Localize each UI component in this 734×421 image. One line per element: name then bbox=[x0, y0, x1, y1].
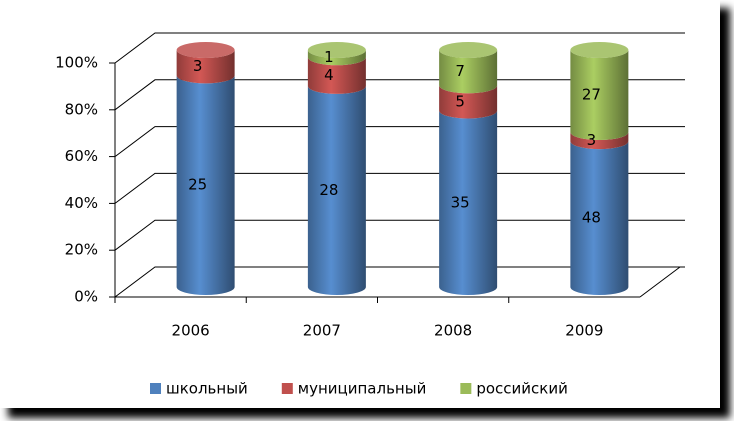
grid-line bbox=[114, 172, 685, 204]
cylinder-segment bbox=[439, 50, 498, 94]
grid-line bbox=[114, 32, 685, 64]
data-label: 5 bbox=[455, 92, 465, 110]
data-label: 1 bbox=[324, 48, 334, 66]
x-tick-label: 2007 bbox=[303, 322, 341, 340]
legend-swatch bbox=[281, 383, 293, 394]
y-tick-label: 40% bbox=[65, 194, 98, 212]
data-label: 7 bbox=[455, 62, 465, 80]
cylinder-segment bbox=[570, 141, 629, 295]
legend-swatch bbox=[460, 383, 472, 394]
data-label: 48 bbox=[582, 209, 601, 227]
y-tick-label: 20% bbox=[65, 241, 98, 259]
cylinder-segment bbox=[307, 85, 366, 295]
grid-line bbox=[114, 126, 685, 158]
grid-line bbox=[114, 219, 685, 251]
cylinder-cap bbox=[176, 42, 235, 58]
y-tick-label: 60% bbox=[65, 147, 98, 165]
x-tick-label: 2009 bbox=[565, 322, 603, 340]
data-label: 25 bbox=[188, 176, 207, 194]
cylinder-segment bbox=[570, 132, 629, 150]
legend-label: российский bbox=[476, 380, 568, 398]
x-tick-label: 2006 bbox=[172, 322, 210, 340]
cylinder-segment bbox=[176, 75, 235, 296]
grid-line bbox=[114, 266, 685, 298]
y-tick-label: 100% bbox=[55, 54, 98, 72]
cylinder-cap bbox=[570, 42, 629, 58]
cylinder-segment bbox=[176, 50, 235, 84]
legend: школьный муниципальный российский bbox=[150, 380, 568, 398]
data-label: 28 bbox=[319, 181, 338, 199]
cylinder-segment bbox=[307, 50, 366, 66]
cylinder-cap bbox=[439, 42, 498, 58]
cylinder-segment bbox=[439, 110, 498, 295]
legend-swatch bbox=[150, 383, 161, 394]
grid-line bbox=[114, 79, 685, 111]
legend-label: муниципальный bbox=[298, 380, 427, 398]
y-tick-label: 0% bbox=[74, 288, 98, 306]
x-tick-label: 2008 bbox=[434, 322, 472, 340]
data-label: 3 bbox=[587, 131, 597, 149]
legend-label: школьный bbox=[166, 380, 248, 398]
data-label: 3 bbox=[193, 57, 203, 75]
data-label: 27 bbox=[582, 86, 601, 104]
cylinder-cap bbox=[307, 42, 366, 58]
cylinder-segment bbox=[439, 85, 498, 119]
data-label: 35 bbox=[451, 193, 470, 211]
cylinder-segment bbox=[570, 50, 629, 141]
y-tick-label: 80% bbox=[65, 100, 98, 118]
floor-edge bbox=[639, 266, 681, 298]
data-label: 4 bbox=[324, 66, 334, 84]
cylinder-segment bbox=[307, 57, 366, 94]
